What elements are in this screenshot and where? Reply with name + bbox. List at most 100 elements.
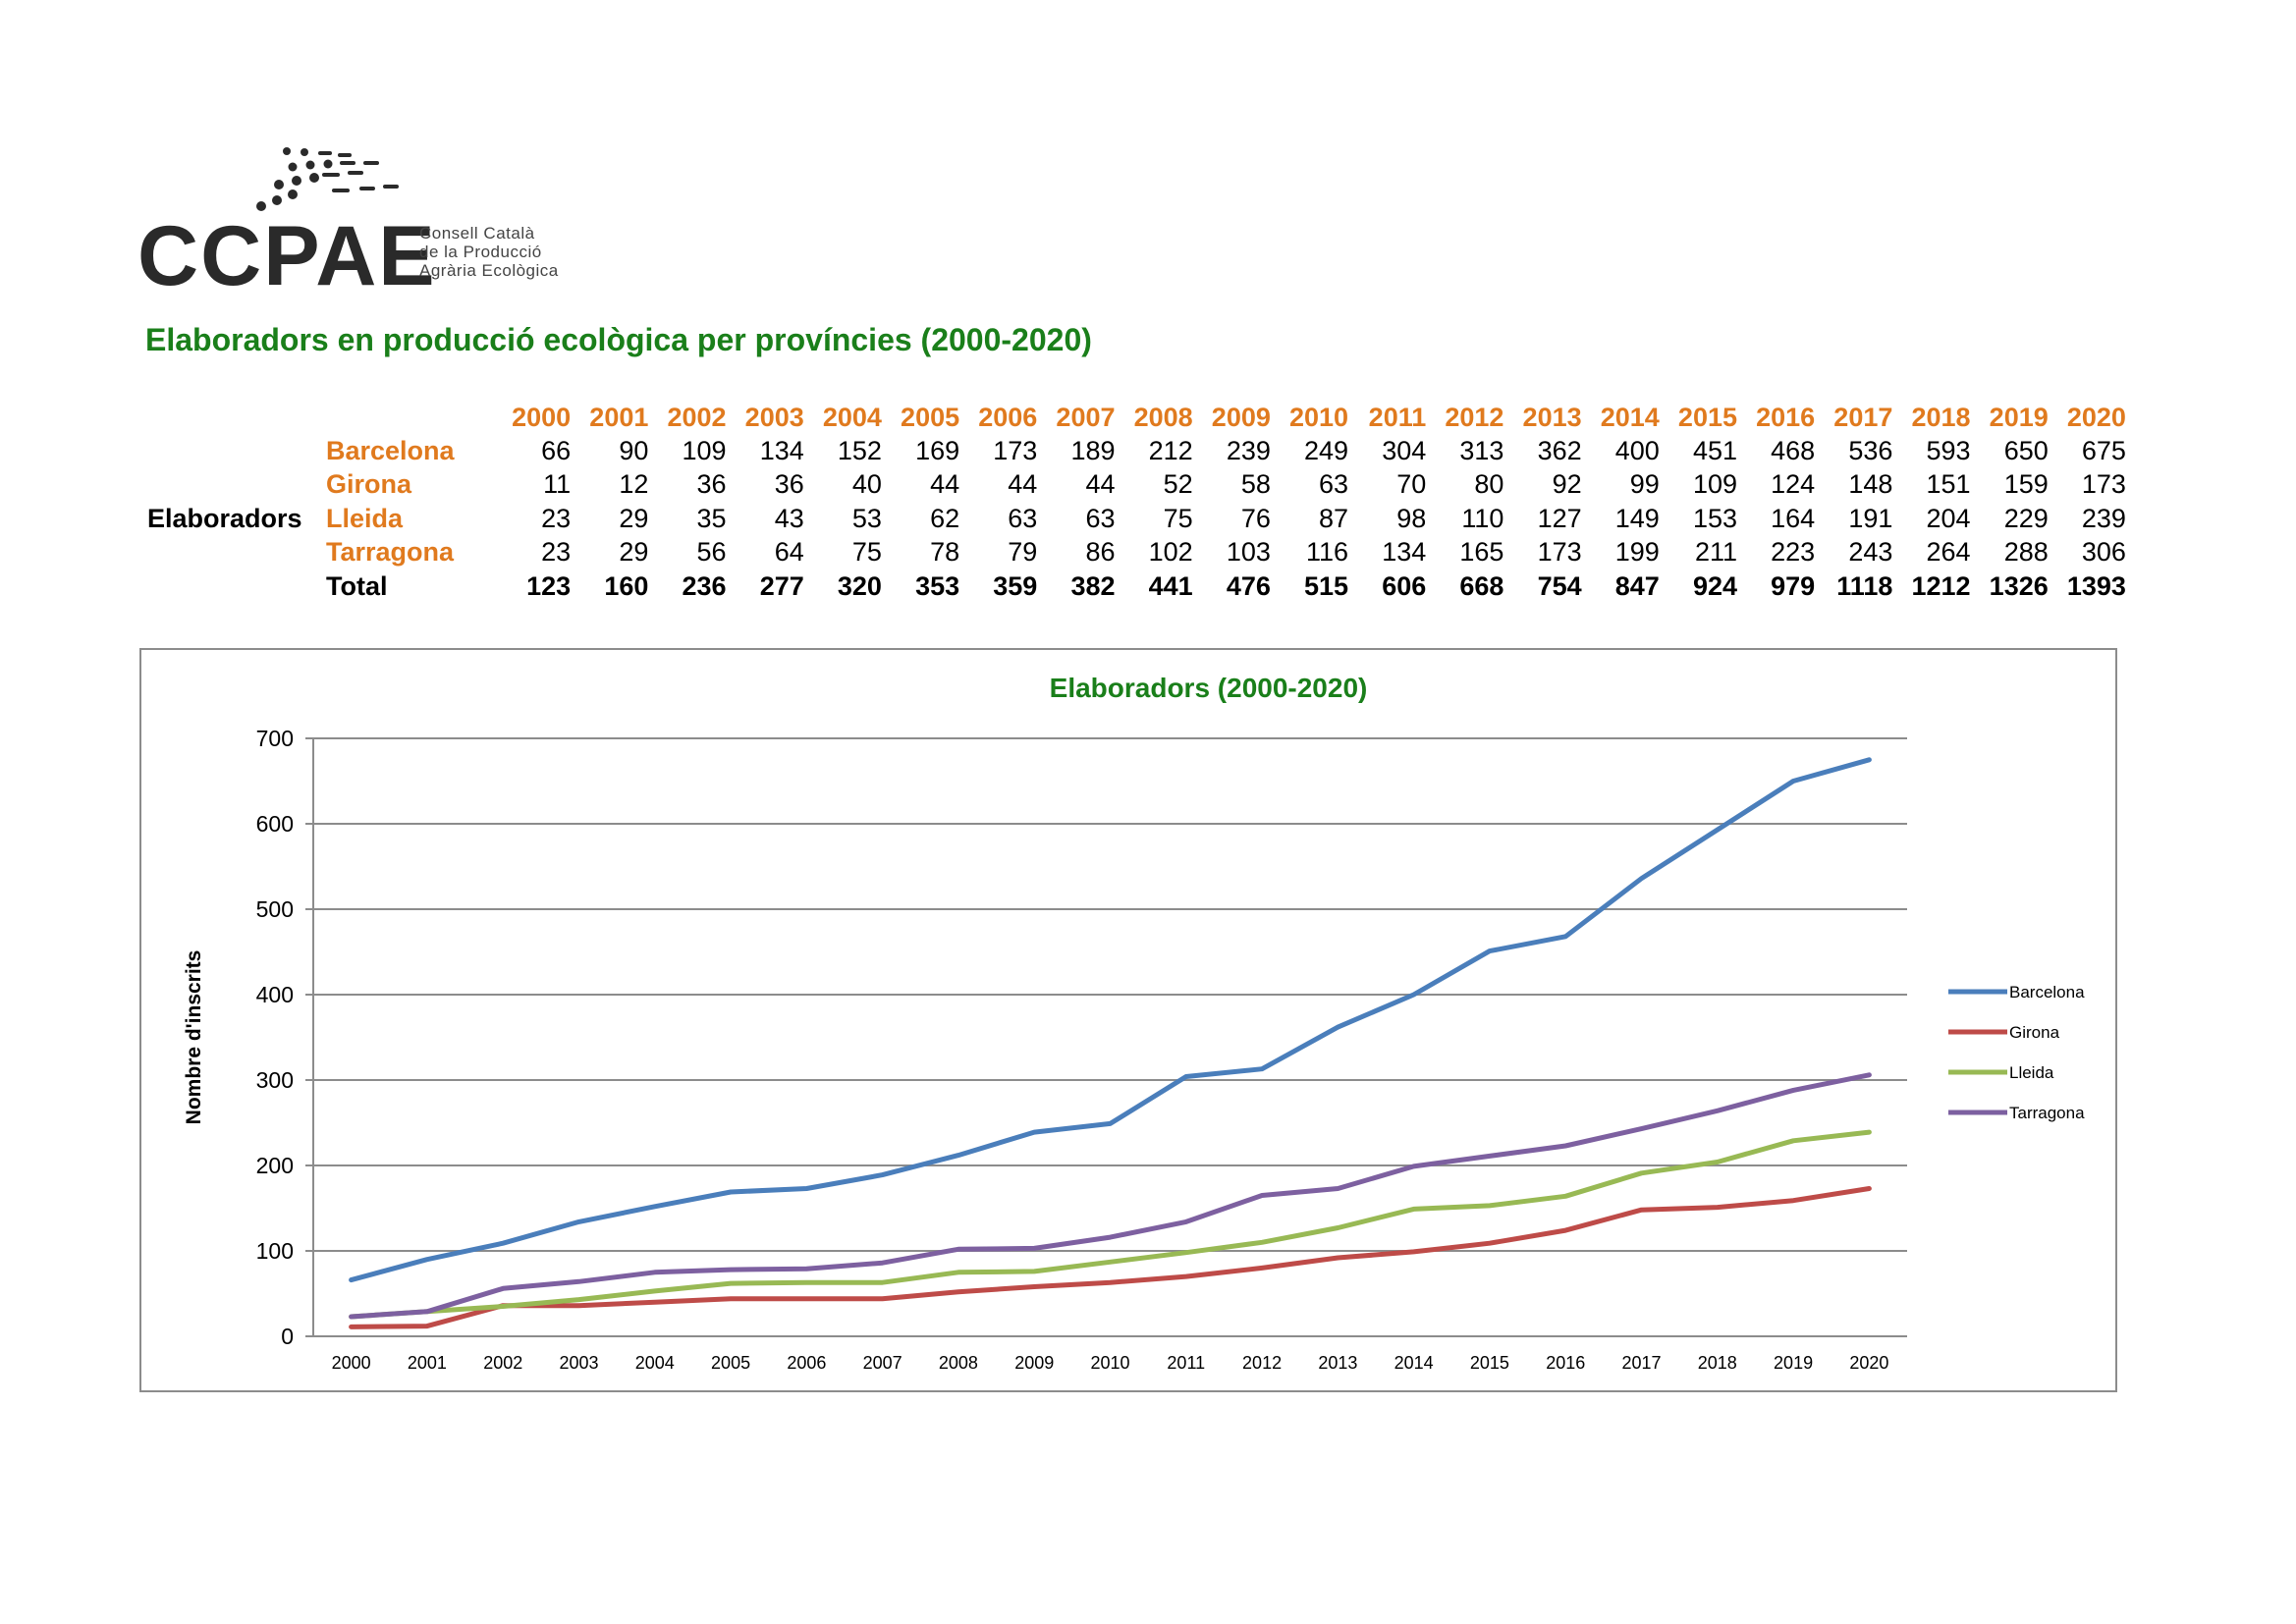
table-cell: 149: [1614, 503, 1660, 533]
table-cell: 153: [1692, 503, 1737, 533]
table-cell: 62: [930, 503, 960, 533]
table-cell: 52: [1163, 469, 1193, 500]
year-header-cell: 2009: [1211, 402, 1271, 432]
table-corner-cell: [326, 401, 493, 434]
ccpae-logo: CCPAE Consell Català de la Producció Agr…: [137, 145, 599, 298]
x-tick-label: 2011: [1167, 1353, 1205, 1373]
year-header-cell: 2016: [1756, 402, 1816, 432]
table-cell: 243: [1848, 537, 1893, 568]
province-label: Barcelona: [326, 436, 455, 466]
table-cell: 223: [1771, 537, 1816, 568]
total-cell: 606: [1382, 570, 1427, 601]
total-cell: 1393: [2066, 570, 2126, 601]
table-cell: 249: [1304, 436, 1349, 466]
table-cell: 29: [619, 537, 649, 568]
table-cell: 70: [1396, 469, 1427, 500]
table-cell: 362: [1537, 436, 1582, 466]
table-row: Girona 11 12 36 36 40 44 44 44 52 58 63 70 80 92 99 109 1…: [147, 468, 2126, 502]
table-cell: 313: [1459, 436, 1504, 466]
year-header-cell: 2017: [1833, 402, 1893, 432]
x-tick-label: 2002: [483, 1353, 522, 1373]
table-cell: 152: [837, 436, 882, 466]
x-tick-label: 2016: [1546, 1353, 1585, 1373]
table-cell: 75: [1163, 503, 1193, 533]
total-cell: 979: [1771, 570, 1816, 601]
table-cell: 173: [993, 436, 1038, 466]
table-cell: 98: [1396, 503, 1427, 533]
year-header-cell: 2012: [1445, 402, 1504, 432]
table-cell: 239: [2081, 503, 2126, 533]
year-header-cell: 2007: [1056, 402, 1116, 432]
table-cell: 306: [2081, 537, 2126, 568]
table-cell: 109: [1692, 469, 1737, 500]
table-cell: 116: [1306, 537, 1349, 568]
year-header-cell: 2014: [1600, 402, 1660, 432]
table-cell: 191: [1848, 503, 1893, 533]
table-cell: 211: [1694, 537, 1737, 568]
x-tick-label: 2003: [559, 1353, 598, 1373]
year-header-cell: 2002: [667, 402, 727, 432]
table-cell: 40: [851, 469, 882, 500]
table-row: Elaboradors Lleida 23 29 35 43 53 62 63 63 75 76 87 9…: [147, 502, 2126, 535]
x-tick-label: 2001: [408, 1353, 447, 1373]
table-corner-cell: [147, 401, 326, 434]
province-label: Girona: [326, 469, 412, 500]
table-cell: 451: [1692, 436, 1737, 466]
table-cell: 127: [1537, 503, 1582, 533]
table-cell: 80: [1474, 469, 1504, 500]
table-cell: 11: [543, 469, 572, 500]
total-cell: 441: [1148, 570, 1193, 601]
table-cell: 44: [930, 469, 960, 500]
legend-entry: Barcelona: [2009, 983, 2085, 1001]
table-cell: 23: [541, 537, 572, 568]
x-tick-label: 2000: [332, 1353, 371, 1373]
logo-subtitle: Consell Català de la Producció Agrària E…: [419, 224, 559, 280]
table-cell: 199: [1614, 537, 1660, 568]
province-label: Lleida: [326, 503, 404, 533]
table-cell: 87: [1319, 503, 1349, 533]
row-group-label: [147, 536, 326, 569]
table-cell: 76: [1240, 503, 1271, 533]
table-cell: 110: [1461, 503, 1504, 533]
y-tick-label: 300: [256, 1067, 294, 1093]
table-cell: 78: [930, 537, 960, 568]
total-cell: 382: [1070, 570, 1116, 601]
table-total-row: Total 123 160 236 277 320 353 359 382 441 476 515 60…: [147, 569, 2126, 603]
total-cell: 320: [837, 570, 882, 601]
year-header-cell: 2010: [1288, 402, 1349, 432]
total-cell: 476: [1226, 570, 1271, 601]
year-header-cell: 2013: [1522, 402, 1582, 432]
table-cell: 212: [1148, 436, 1193, 466]
year-header-cell: 2001: [589, 402, 649, 432]
table-cell: 64: [774, 537, 804, 568]
province-label: Tarragona: [326, 537, 455, 568]
legend-entry: Lleida: [2009, 1063, 2054, 1082]
table-cell: 159: [2003, 469, 2049, 500]
table-cell: 400: [1614, 436, 1660, 466]
table-cell: 99: [1629, 469, 1660, 500]
total-cell: 123: [526, 570, 572, 601]
table-cell: 36: [774, 469, 804, 500]
year-header-cell: 2006: [978, 402, 1038, 432]
y-tick-label: 600: [256, 811, 294, 837]
total-cell: 668: [1459, 570, 1504, 601]
x-tick-label: 2015: [1470, 1353, 1509, 1373]
table-cell: 148: [1848, 469, 1893, 500]
year-header-cell: 2018: [1911, 402, 1971, 432]
table-empty-cell: [147, 569, 326, 603]
total-cell: 924: [1692, 570, 1737, 601]
table-cell: 92: [1552, 469, 1582, 500]
table-cell: 173: [1537, 537, 1582, 568]
total-cell: 160: [604, 570, 649, 601]
x-tick-label: 2009: [1014, 1353, 1054, 1373]
x-tick-label: 2014: [1394, 1353, 1434, 1373]
table-cell: 675: [2081, 436, 2126, 466]
table-cell: 304: [1382, 436, 1427, 466]
table-cell: 165: [1459, 537, 1504, 568]
y-tick-label: 200: [256, 1153, 294, 1178]
x-tick-label: 2007: [863, 1353, 902, 1373]
table-cell: 12: [619, 469, 649, 500]
total-cell: 1118: [1836, 570, 1893, 601]
table-cell: 134: [1382, 537, 1427, 568]
year-header-cell: 2008: [1133, 402, 1193, 432]
